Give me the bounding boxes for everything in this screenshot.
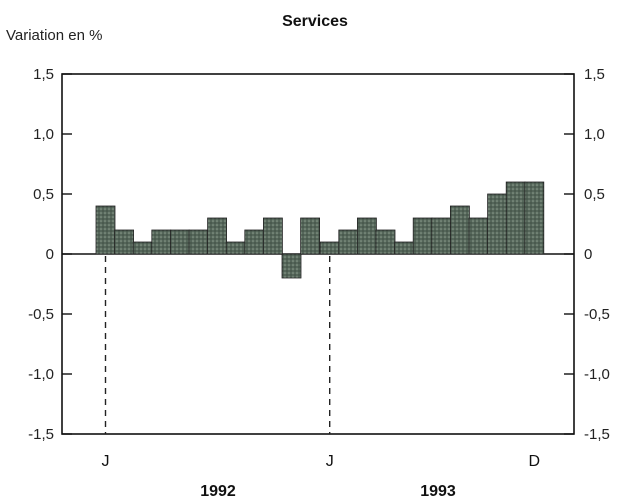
- y-tick-label-left: 0,5: [33, 186, 54, 203]
- bar-4: [151, 229, 172, 255]
- bar-21: [468, 217, 489, 255]
- month-label-J: J: [102, 453, 110, 470]
- bars-group: [95, 181, 545, 279]
- month-label-J: J: [326, 453, 334, 470]
- right-y-ticks: 1,5 1,0 0,5 0 -0,5 -1,0 -1,5: [564, 66, 610, 443]
- y-tick-label-right: 0,5: [584, 186, 605, 203]
- bar-1: [95, 205, 116, 255]
- y-tick-label-right: 1,5: [584, 66, 605, 83]
- bar-7: [207, 217, 228, 255]
- y-tick-label-left: -1,5: [28, 426, 54, 443]
- y-tick-label-right: 0: [584, 246, 592, 263]
- bar-23: [505, 181, 526, 255]
- bar-6: [188, 229, 209, 255]
- bar-8: [225, 241, 246, 255]
- bar-14: [338, 229, 359, 255]
- y-tick-label-right: -1,5: [584, 426, 610, 443]
- y-axis-label: Variation en %: [6, 27, 102, 44]
- bar-16: [375, 229, 396, 255]
- bar-9: [244, 229, 265, 255]
- y-tick-label-left: 1,0: [33, 126, 54, 143]
- y-tick-label-left: -1,0: [28, 366, 54, 383]
- bar-11: [281, 253, 302, 279]
- bar-10: [262, 217, 283, 255]
- left-y-ticks: 1,5 1,0 0,5 0 -0,5 -1,0 -1,5: [28, 66, 72, 443]
- year-label-1993: 1993: [420, 483, 456, 500]
- bar-18: [412, 217, 433, 255]
- bar-24: [524, 181, 545, 255]
- y-tick-label-right: -1,0: [584, 366, 610, 383]
- chart-title: Services: [282, 13, 348, 30]
- month-label-D: D: [529, 453, 541, 470]
- bar-12: [300, 217, 321, 255]
- y-tick-label-left: -0,5: [28, 306, 54, 323]
- bar-19: [431, 217, 452, 255]
- y-tick-label-right: -0,5: [584, 306, 610, 323]
- bar-15: [356, 217, 377, 255]
- bar-22: [487, 193, 508, 255]
- bar-3: [132, 241, 153, 255]
- bar-20: [449, 205, 470, 255]
- year-label-1992: 1992: [200, 483, 236, 500]
- bar-13: [319, 241, 340, 255]
- bar-17: [394, 241, 415, 255]
- y-tick-label-left: 0: [46, 246, 54, 263]
- y-tick-label-left: 1,5: [33, 66, 54, 83]
- bar-5: [169, 229, 190, 255]
- y-tick-label-right: 1,0: [584, 126, 605, 143]
- bar-2: [114, 229, 134, 255]
